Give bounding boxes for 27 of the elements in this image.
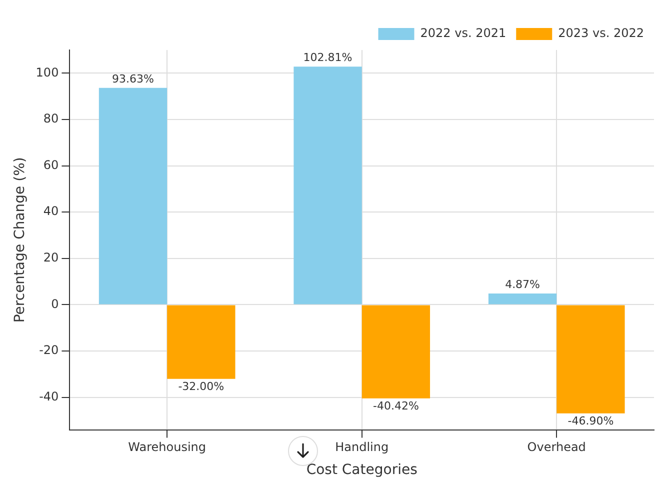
data-label: -46.90%: [568, 414, 614, 428]
y-tick-label: 100: [36, 65, 59, 80]
x-axis-title: Cost Categories: [306, 462, 418, 478]
y-tick-label: -40: [39, 390, 59, 404]
bar: [556, 305, 625, 414]
x-tick-label: Warehousing: [128, 440, 206, 454]
bar: [362, 305, 430, 398]
data-label: 102.81%: [303, 51, 352, 64]
bar: [167, 305, 236, 379]
data-label: 4.87%: [505, 278, 540, 291]
bar: [294, 66, 362, 304]
y-tick-label: 60: [43, 158, 59, 172]
data-label: -32.00%: [178, 380, 224, 394]
y-tick-label: -20: [39, 343, 59, 358]
data-label: 93.63%: [112, 72, 154, 86]
legend-label: 2023 vs. 2022: [558, 26, 644, 40]
data-label: -40.42%: [372, 400, 419, 413]
x-tick-label: Overhead: [527, 440, 586, 454]
y-tick-label: 40: [43, 204, 59, 218]
y-tick-label: 0: [51, 296, 59, 311]
bar: [488, 293, 557, 304]
x-tick-label: Handling: [335, 440, 389, 454]
bar: [98, 88, 168, 304]
legend-label: 2022 vs. 2021: [420, 26, 506, 40]
y-tick-label: 20: [43, 250, 59, 265]
y-axis-title: Percentage Change (%): [12, 157, 28, 323]
y-tick-label: 80: [43, 112, 59, 126]
